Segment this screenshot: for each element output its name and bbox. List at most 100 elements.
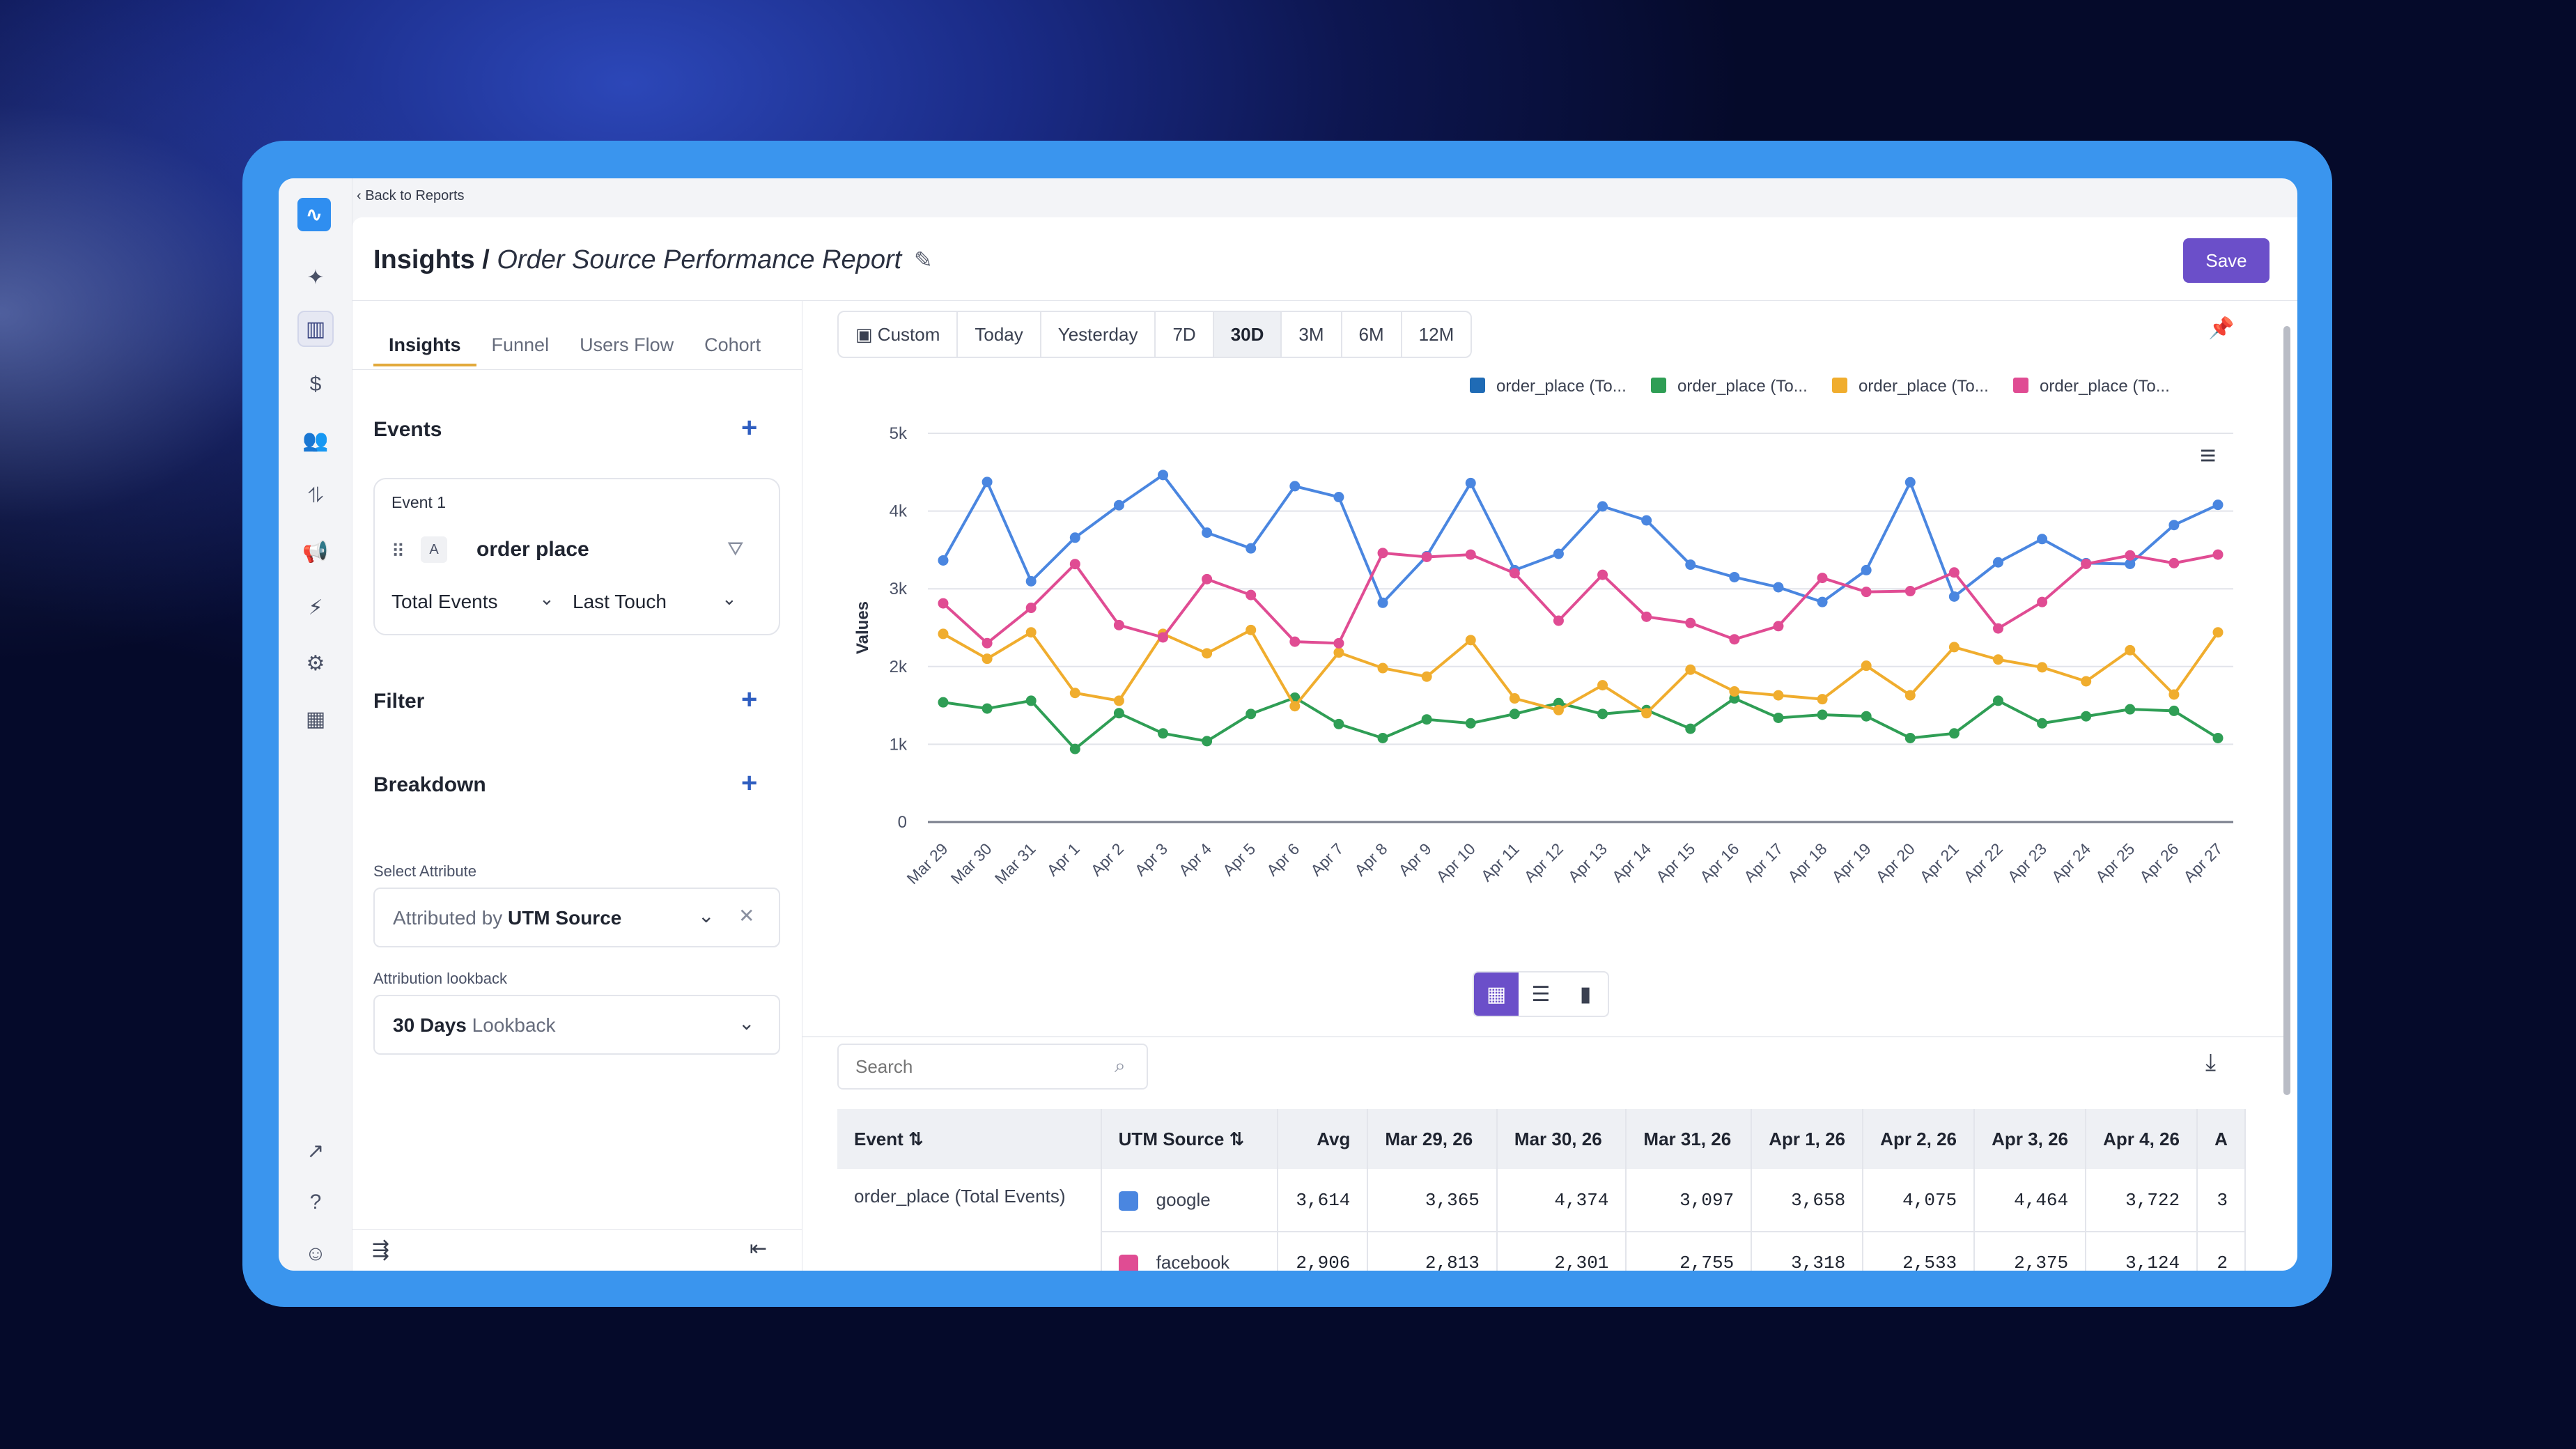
- lookback-select[interactable]: 30 Days Lookback ⌄: [373, 995, 780, 1055]
- data-point: [1465, 718, 1476, 729]
- data-point: [1817, 573, 1828, 584]
- data-point: [1992, 695, 2003, 706]
- measure-dropdown[interactable]: Total Events: [391, 591, 498, 612]
- date-30d-button[interactable]: 30D: [1213, 312, 1282, 357]
- data-point: [1641, 708, 1652, 719]
- date-7d-button[interactable]: 7D: [1156, 312, 1214, 357]
- data-point: [1861, 711, 1872, 722]
- data-point: [1025, 695, 1037, 706]
- x-tick-label: Apr 7: [1307, 839, 1347, 879]
- col-date[interactable]: Apr 2, 26: [1863, 1109, 1976, 1169]
- date-yesterday-button[interactable]: Yesterday: [1041, 312, 1156, 357]
- chevron-down-icon[interactable]: ⌄: [738, 1012, 755, 1034]
- tab-cohort[interactable]: Cohort: [704, 334, 761, 355]
- data-point: [1597, 501, 1608, 512]
- date-custom-button[interactable]: ▣ Custom: [839, 312, 959, 357]
- x-tick-label: Apr 23: [2004, 839, 2050, 885]
- series-line: [942, 551, 2219, 645]
- data-point: [2212, 549, 2224, 560]
- attribution-dropdown[interactable]: Last Touch: [573, 591, 667, 612]
- table-icon[interactable]: ▦: [305, 707, 326, 731]
- clear-icon[interactable]: ✕: [738, 905, 755, 927]
- tab-insights[interactable]: Insights: [373, 326, 476, 366]
- col-date[interactable]: A: [2197, 1109, 2246, 1169]
- col-utm-source[interactable]: UTM Source ⇅: [1101, 1109, 1278, 1169]
- help-icon[interactable]: ?: [309, 1191, 322, 1214]
- account-icon[interactable]: ☺: [304, 1242, 327, 1265]
- chevron-down-icon[interactable]: ⌄: [539, 588, 554, 609]
- grid-view-icon[interactable]: ▦: [1474, 973, 1519, 1016]
- data-point: [938, 697, 949, 708]
- tab-users-flow[interactable]: Users Flow: [580, 334, 674, 355]
- add-filter-button[interactable]: +: [741, 684, 758, 715]
- pencil-icon[interactable]: ✎: [914, 247, 933, 272]
- attribute-select[interactable]: Attributed by UTM Source ⌄ ✕: [373, 888, 780, 947]
- flow-icon[interactable]: ⥮: [308, 484, 323, 507]
- data-point: [1948, 728, 1960, 739]
- view-toggle: ▦ ☰ ▮: [1473, 971, 1609, 1017]
- settings-icon[interactable]: ⚙: [306, 651, 325, 675]
- table-row[interactable]: facebook 2,906 2,813 2,301 2,755 3,318 2…: [837, 1232, 2246, 1271]
- data-point: [938, 555, 949, 566]
- legend-label: order_place (To...: [1677, 377, 1808, 396]
- back-to-reports-link[interactable]: ‹ Back to Reports: [357, 188, 465, 203]
- pin-icon[interactable]: 📌: [2208, 317, 2235, 340]
- table-row[interactable]: order_place (Total Events) google 3,614 …: [837, 1169, 2246, 1271]
- data-point: [2037, 596, 2048, 607]
- date-6m-button[interactable]: 6M: [1342, 312, 1402, 357]
- date-today-button[interactable]: Today: [958, 312, 1041, 357]
- save-button[interactable]: Save: [2183, 238, 2269, 283]
- x-tick-label: Mar 31: [991, 839, 1039, 888]
- col-date[interactable]: Mar 31, 26: [1626, 1109, 1753, 1169]
- logo-icon[interactable]: ∿: [297, 198, 331, 231]
- col-date[interactable]: Mar 29, 26: [1367, 1109, 1498, 1169]
- chart-table-divider: [802, 1036, 2286, 1037]
- reports-icon[interactable]: ▥: [297, 311, 334, 347]
- indent-icon[interactable]: ⇶: [372, 1239, 390, 1262]
- data-point: [1069, 532, 1080, 543]
- data-point: [938, 628, 949, 640]
- download-icon[interactable]: ⤓: [2205, 1049, 2217, 1076]
- col-date[interactable]: Apr 4, 26: [2086, 1109, 2198, 1169]
- add-breakdown-button[interactable]: +: [741, 768, 758, 798]
- data-point: [1025, 575, 1037, 587]
- x-tick-label: Apr 21: [1916, 839, 1962, 885]
- data-point: [1246, 543, 1257, 554]
- data-point: [2037, 718, 2048, 729]
- x-tick-label: Apr 24: [2048, 839, 2094, 885]
- filter-funnel-icon[interactable]: ⛛: [727, 538, 744, 559]
- sparkle-icon[interactable]: ✦: [307, 265, 325, 289]
- event-badge: A: [421, 536, 447, 563]
- bar-view-icon[interactable]: ▮: [1579, 982, 1592, 1006]
- add-event-button[interactable]: +: [741, 412, 758, 443]
- dollar-icon[interactable]: $: [309, 373, 322, 396]
- chevron-down-icon[interactable]: ⌄: [722, 588, 737, 609]
- chevron-down-icon[interactable]: ⌄: [698, 905, 715, 927]
- data-point: [1069, 688, 1080, 699]
- col-date[interactable]: Mar 30, 26: [1496, 1109, 1627, 1169]
- bolt-icon[interactable]: ⚡: [308, 596, 323, 619]
- col-event[interactable]: Event ⇅: [837, 1109, 1102, 1169]
- event-name[interactable]: order place: [476, 538, 589, 561]
- collapse-panel-icon[interactable]: ⇤: [750, 1237, 768, 1260]
- data-point: [1904, 690, 1916, 701]
- tab-funnel[interactable]: Funnel: [491, 334, 550, 355]
- data-point: [1553, 615, 1564, 626]
- users-icon[interactable]: 👥: [302, 428, 329, 452]
- vertical-scrollbar[interactable]: [2283, 326, 2290, 1095]
- list-view-icon[interactable]: ☰: [1531, 982, 1551, 1006]
- date-12m-button[interactable]: 12M: [1418, 324, 1454, 345]
- col-date[interactable]: Apr 1, 26: [1751, 1109, 1864, 1169]
- col-avg[interactable]: Avg: [1277, 1109, 1369, 1169]
- x-tick-label: Apr 15: [1652, 839, 1698, 885]
- drag-handle-icon[interactable]: ⠿: [391, 541, 405, 561]
- data-point: [2125, 704, 2136, 715]
- date-3m-button[interactable]: 3M: [1282, 312, 1342, 357]
- col-date[interactable]: Apr 3, 26: [1974, 1109, 2087, 1169]
- table-search-input[interactable]: [837, 1044, 1148, 1090]
- data-point: [1246, 624, 1257, 635]
- chart-menu-icon[interactable]: ≡: [2200, 440, 2217, 471]
- external-link-icon[interactable]: ↗: [307, 1139, 325, 1163]
- data-point: [1904, 586, 1916, 597]
- megaphone-icon[interactable]: 📢: [302, 540, 329, 564]
